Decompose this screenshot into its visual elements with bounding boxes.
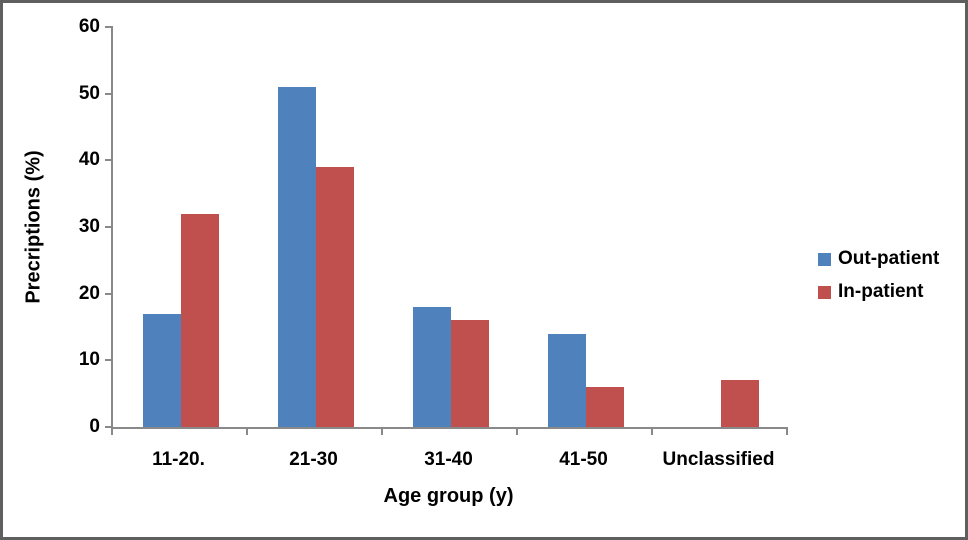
y-tick-label-20: 20 [78, 282, 100, 304]
y-tick-mark-60 [105, 26, 113, 28]
x-tick-mark-3 [516, 427, 518, 435]
y-tick-mark-0 [105, 426, 113, 428]
bar-out-patient-11-20- [142, 313, 181, 427]
bar-in-patient-31-40 [450, 320, 489, 427]
x-category-label-unclassified: Unclassified [662, 449, 775, 470]
legend-swatch-out-patient-icon [818, 252, 831, 266]
y-tick-label-40: 40 [78, 149, 100, 171]
y-tick-label-50: 50 [78, 82, 100, 104]
y-tick-label-0: 0 [89, 416, 100, 437]
x-tick-mark-5 [786, 427, 788, 435]
y-tick-label-10: 10 [78, 349, 100, 371]
bar-in-patient-unclassified [720, 380, 759, 427]
legend-swatch-in-patient-icon [818, 285, 831, 299]
legend-item-out-patient: Out-patient [818, 246, 939, 272]
y-tick-mark-50 [105, 92, 113, 95]
legend-label-in-patient: In-patient [838, 281, 924, 302]
x-category-label-11-20-: 11-20. [152, 449, 205, 470]
x-tick-mark-0 [111, 427, 113, 435]
legend-item-in-patient: In-patient [818, 279, 939, 305]
y-tick-labels: 0 10 20 30 40 50 60 [3, 3, 100, 537]
legend-label-out-patient: Out-patient [838, 248, 940, 269]
legend: Out-patient In-patient [818, 246, 939, 305]
plot-area [105, 26, 788, 435]
y-tick-mark-40 [105, 159, 113, 162]
y-tick-mark-20 [105, 292, 113, 295]
x-tick-mark-4 [651, 427, 653, 435]
x-tick-labels: 11-20. 21-30 31-40 41-50 Unclassified [111, 449, 786, 475]
x-tick-mark-2 [381, 427, 383, 435]
y-tick-mark-10 [105, 359, 113, 362]
bar-out-patient-31-40 [412, 307, 451, 427]
bar-in-patient-41-50 [585, 387, 624, 427]
bar-in-patient-11-20- [180, 213, 219, 427]
y-tick-mark-30 [105, 226, 113, 228]
y-tick-label-30: 30 [78, 216, 100, 237]
x-category-label-21-30: 21-30 [289, 449, 338, 470]
y-tick-label-60: 60 [78, 16, 100, 37]
x-category-label-31-40: 31-40 [424, 449, 473, 470]
x-axis-title: Age group (y) [383, 485, 514, 507]
x-tick-mark-1 [246, 427, 248, 435]
bar-in-patient-21-30 [315, 167, 354, 427]
x-category-label-41-50: 41-50 [559, 449, 608, 470]
bar-out-patient-21-30 [277, 87, 316, 427]
bar-out-patient-41-50 [547, 333, 586, 427]
